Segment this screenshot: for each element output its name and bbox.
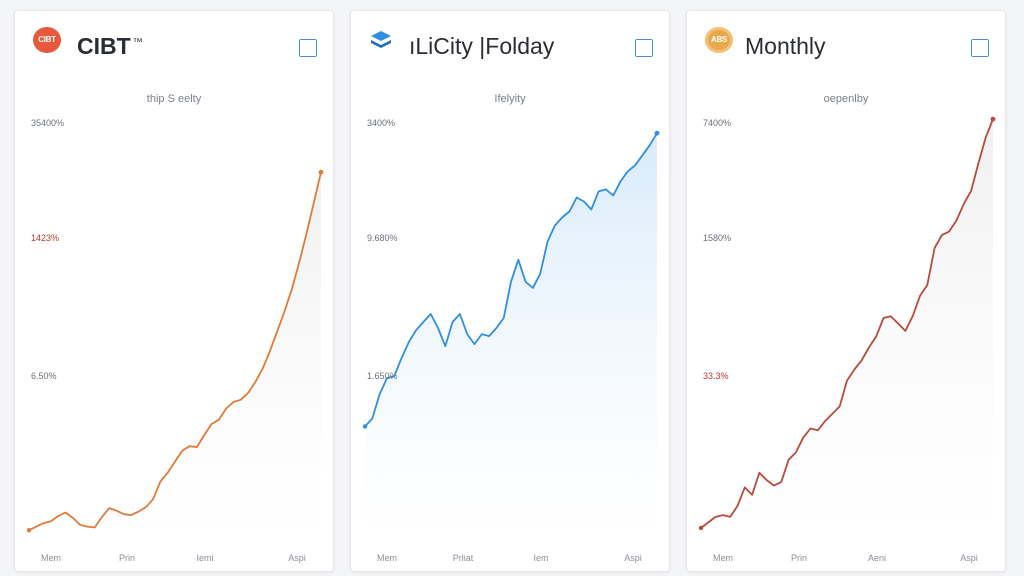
coin-icon: ABS bbox=[705, 27, 733, 53]
y-tick-label: 1.650% bbox=[367, 371, 398, 381]
x-tick-label: Aspi bbox=[960, 553, 978, 563]
card-header: ABS Monthly bbox=[701, 21, 991, 59]
y-tick-label: 9.680% bbox=[367, 233, 398, 243]
chart-card-cibt: CIBT CIBT ™ thip S eelty 35400% 1423% 6.50%… bbox=[14, 10, 334, 572]
area-fill bbox=[29, 172, 321, 539]
y-tick-label: 1580% bbox=[703, 233, 731, 243]
select-checkbox[interactable] bbox=[971, 39, 989, 57]
x-tick-label: Iem bbox=[533, 553, 548, 563]
trademark-mark: ™ bbox=[132, 37, 143, 48]
area-fill bbox=[701, 119, 993, 539]
start-point bbox=[26, 527, 32, 533]
series-line bbox=[700, 118, 994, 529]
series-line bbox=[28, 171, 322, 532]
start-point bbox=[698, 525, 704, 531]
y-tick-label: 7400% bbox=[703, 118, 731, 128]
start-point bbox=[362, 424, 368, 429]
x-tick-label: Mem bbox=[41, 553, 61, 563]
x-tick-label: Mem bbox=[713, 553, 733, 563]
y-tick-label: 6.50% bbox=[31, 371, 57, 381]
card-header: ıLiCity |Folday bbox=[365, 21, 655, 59]
brand-circle-icon: CIBT bbox=[33, 27, 61, 53]
x-tick-label: Iemi bbox=[196, 553, 213, 563]
end-point bbox=[654, 130, 660, 136]
x-tick-label: Mem bbox=[377, 553, 397, 563]
card-title: CIBT ™ bbox=[77, 33, 143, 60]
card-header: CIBT CIBT ™ bbox=[29, 21, 319, 59]
x-tick-label: Aeni bbox=[868, 553, 886, 563]
area-fill bbox=[365, 133, 657, 539]
line-chart-icity: 3400% 9.680% 1.650% Mem Prliat Iem Aspi bbox=[362, 118, 660, 563]
x-tick-label: Aspi bbox=[624, 553, 642, 563]
y-tick-label: 33.3% bbox=[703, 371, 729, 381]
chart-card-monthly: ABS Monthly oepenlby 7400% 1580% 33.3% Mem P… bbox=[686, 10, 1006, 572]
select-checkbox[interactable] bbox=[635, 39, 653, 57]
x-tick-label: Aspi bbox=[288, 553, 306, 563]
x-tick-label: Prliat bbox=[453, 553, 474, 563]
y-tick-label: 1423% bbox=[31, 233, 59, 243]
layers-icon bbox=[371, 31, 391, 48]
line-chart-monthly: 7400% 1580% 33.3% Mem Prin Aeni Aspi bbox=[698, 116, 996, 563]
x-tick-label: Prin bbox=[119, 553, 135, 563]
line-chart-cibt: 35400% 1423% 6.50% Mem Prin Iemi Aspi bbox=[26, 118, 324, 563]
card-title: ıLiCity |Folday bbox=[409, 33, 555, 59]
end-point bbox=[990, 116, 996, 122]
end-point bbox=[318, 169, 324, 175]
chart-card-icity: ıLiCity |Folday Ifelyity 3400% 9.680% 1.65… bbox=[350, 10, 670, 572]
card-title: Monthly bbox=[745, 33, 826, 59]
series-line bbox=[364, 132, 658, 428]
card-title-text: CIBT bbox=[77, 33, 131, 59]
chart-subtitle: oepenlby bbox=[823, 93, 869, 105]
y-tick-label: 3400% bbox=[367, 118, 395, 128]
select-checkbox[interactable] bbox=[299, 39, 317, 57]
x-tick-label: Prin bbox=[791, 553, 807, 563]
chart-subtitle: thip S eelty bbox=[146, 93, 202, 105]
y-tick-label: 35400% bbox=[31, 118, 64, 128]
chart-subtitle: Ifelyity bbox=[494, 93, 526, 105]
